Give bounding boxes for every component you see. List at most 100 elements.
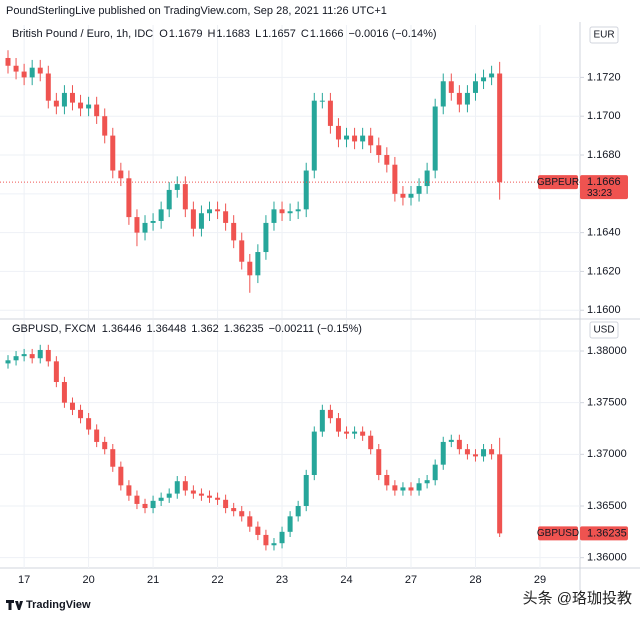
candle-body [481, 449, 487, 457]
candle-body [335, 125, 341, 140]
candle-body [118, 466, 124, 486]
y-tick-label: 1.1620 [587, 265, 621, 277]
candle-body [13, 65, 19, 72]
currency-box [589, 26, 619, 44]
candle-body [352, 135, 358, 142]
candle-body [263, 222, 269, 253]
candle-body [78, 102, 84, 109]
candle-body [182, 481, 188, 491]
candle-body [472, 81, 478, 93]
candle-body [327, 409, 333, 419]
candle-body [239, 511, 245, 517]
candle-body [37, 67, 43, 74]
candle-body [190, 490, 196, 494]
candle-body [69, 402, 75, 410]
currency-box [589, 321, 619, 339]
candle-body [61, 382, 67, 403]
candle-body [456, 92, 462, 105]
candle-body [182, 184, 188, 210]
candle-body [384, 475, 390, 486]
candle-body [416, 186, 422, 194]
price-badge-name-bg [538, 526, 578, 541]
candle-body [255, 252, 261, 276]
candle-body [279, 531, 285, 544]
candle-body [489, 449, 495, 455]
candle-body [45, 349, 51, 362]
currency-label: USD [593, 325, 614, 336]
candle-body [432, 106, 438, 171]
candle-body [102, 116, 108, 136]
candle-body [247, 516, 253, 527]
y-tick-label: 1.1720 [587, 71, 621, 83]
candle-body [344, 135, 350, 140]
candle-body [400, 487, 406, 491]
legend-label: C [301, 28, 309, 40]
candle-body [5, 57, 11, 66]
x-tick-label: 29 [534, 574, 546, 586]
candle-body [94, 429, 100, 442]
price-badge-bg [580, 526, 628, 541]
legend-change: −0.0016 (−0.14%) [348, 28, 436, 40]
x-tick-label: 17 [18, 574, 30, 586]
candle-body [142, 222, 148, 233]
candle-body [287, 516, 293, 532]
candle-body [368, 435, 374, 450]
candle-body [21, 71, 27, 78]
candle-body [5, 360, 11, 364]
candle-body [118, 170, 124, 179]
candle-body [53, 361, 59, 382]
legend-value: 1.36448 [147, 323, 187, 335]
y-tick-label: 1.1640 [587, 227, 621, 239]
candle-body [21, 354, 27, 357]
candle-body [247, 261, 253, 276]
candle-body [37, 349, 43, 359]
candle-body [287, 211, 293, 214]
price-badge-name-bg [538, 175, 578, 190]
x-tick-label: 23 [276, 574, 288, 586]
candle-body [344, 431, 350, 434]
price-badge-name: GBPEUR [537, 177, 579, 188]
watermark: 头条 @珞珈投教 [523, 590, 632, 607]
legend-value: 1.1683 [216, 28, 250, 40]
candle-body [392, 164, 398, 194]
candle-body [158, 497, 164, 501]
candle-body [464, 92, 470, 105]
candle-body [126, 178, 132, 218]
x-tick-label: 21 [147, 574, 159, 586]
candle-body [319, 409, 325, 432]
x-tick-label: 24 [340, 574, 352, 586]
candle-body [215, 209, 221, 212]
candle-body [360, 135, 366, 142]
candle-body [271, 543, 277, 546]
legend-value: 1.36235 [224, 323, 264, 335]
price-badge-name: GBPUSD [537, 528, 579, 539]
candle-body [424, 480, 430, 484]
candle-body [158, 209, 164, 221]
header: PoundSterlingLive published on TradingVi… [6, 5, 387, 17]
candle-body [489, 73, 495, 78]
legend-value: 1.1666 [310, 28, 344, 40]
candle-body [497, 73, 503, 183]
candle-body [150, 220, 156, 223]
candle-body [231, 222, 237, 241]
candle-body [408, 487, 414, 491]
candle-body [94, 104, 100, 117]
candle-body [102, 441, 108, 450]
x-tick-label: 28 [469, 574, 481, 586]
legend-label: L [255, 28, 261, 40]
candle-body [198, 213, 204, 229]
candle-body [448, 81, 454, 93]
candle-body [327, 100, 333, 126]
x-tick-label: 20 [82, 574, 94, 586]
candle-body [69, 92, 75, 103]
candle-body [223, 211, 229, 223]
candle-body [13, 356, 19, 361]
candle-body [295, 209, 301, 212]
candle-body [416, 483, 422, 491]
y-tick-label: 1.37000 [587, 448, 627, 460]
candle-body [45, 73, 51, 101]
candle-body [263, 534, 269, 546]
candle-body [311, 431, 317, 475]
